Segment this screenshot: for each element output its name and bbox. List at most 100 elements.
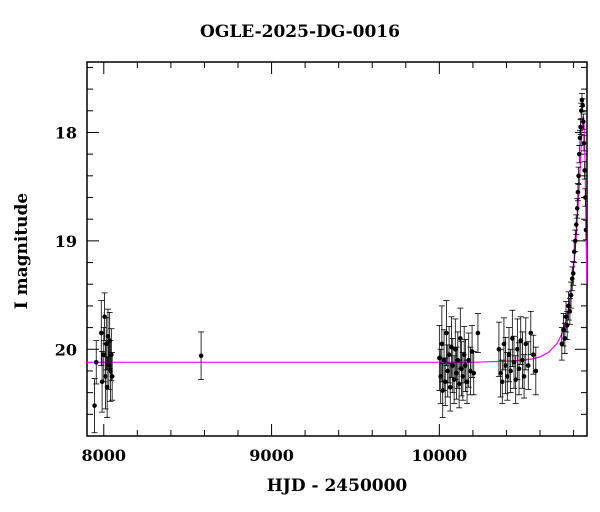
data-marker: [572, 238, 578, 244]
data-point: [519, 331, 526, 389]
data-point: [582, 188, 587, 207]
data-point: [581, 161, 587, 180]
data-marker: [581, 119, 586, 124]
data-marker: [562, 336, 568, 341]
data-point: [572, 229, 579, 253]
data-point: [579, 98, 586, 113]
data-point: [580, 113, 587, 130]
data-point: [525, 341, 532, 390]
data-point: [527, 310, 534, 356]
data-marker: [578, 124, 583, 130]
data-marker: [98, 330, 104, 336]
data-point: [505, 327, 512, 383]
data-marker: [574, 206, 580, 211]
chart-title: OGLE-2025-DG-0016: [200, 22, 400, 42]
data-point: [459, 352, 466, 401]
data-point: [509, 309, 516, 368]
data-marker: [515, 346, 520, 352]
data-marker: [518, 338, 524, 343]
data-marker: [93, 359, 99, 365]
data-marker: [463, 363, 468, 368]
data-marker: [576, 173, 581, 179]
data-point: [568, 281, 575, 309]
data-marker: [471, 370, 477, 376]
data-marker: [580, 103, 585, 108]
data-point: [474, 313, 481, 353]
data-marker: [573, 222, 579, 227]
data-marker: [520, 357, 525, 363]
data-marker: [458, 336, 463, 341]
data-point: [500, 317, 507, 371]
data-marker: [446, 352, 452, 357]
data-marker: [101, 352, 107, 357]
data-point: [566, 297, 573, 325]
data-point: [452, 318, 459, 381]
data-marker: [576, 151, 582, 157]
y-tick-label: 18: [55, 123, 77, 142]
data-marker: [439, 341, 445, 347]
data-point: [497, 348, 504, 398]
y-axis-label: I magnitude: [12, 192, 32, 310]
data-marker: [103, 341, 109, 347]
data-point: [577, 119, 584, 136]
data-point: [470, 351, 477, 396]
data-marker: [511, 359, 517, 365]
data-marker: [501, 341, 507, 347]
data-point: [575, 166, 582, 185]
data-point: [576, 129, 583, 146]
data-marker: [569, 276, 575, 282]
data-point: [507, 348, 514, 394]
data-point: [558, 327, 565, 361]
data-point: [103, 317, 110, 371]
data-marker: [444, 330, 449, 336]
data-point: [465, 332, 472, 388]
data-point: [502, 336, 509, 395]
data-marker: [570, 271, 576, 276]
data-point: [522, 317, 529, 371]
data-marker: [109, 352, 114, 357]
data-point: [91, 378, 98, 434]
data-point: [574, 198, 581, 219]
data-point: [107, 340, 114, 402]
data-point: [516, 342, 523, 396]
plot-frame: [86, 61, 588, 437]
data-marker: [198, 353, 204, 359]
data-point: [574, 183, 581, 202]
data-marker: [564, 323, 570, 328]
data-marker: [498, 370, 503, 376]
x-tick-label: 9000: [249, 446, 294, 465]
data-marker: [582, 168, 587, 173]
x-tick-label: 10000: [412, 446, 468, 465]
data-point: [442, 357, 449, 407]
data-marker: [575, 189, 581, 195]
data-point: [530, 334, 537, 375]
y-tick-label: 19: [55, 232, 77, 251]
data-point: [582, 219, 587, 241]
data-marker: [92, 403, 97, 408]
y-tick-label: 20: [55, 340, 77, 359]
data-marker: [577, 135, 583, 141]
data-point: [198, 331, 205, 381]
data-marker: [583, 195, 587, 200]
data-point: [105, 341, 112, 390]
data-marker: [442, 379, 448, 385]
data-marker: [506, 352, 512, 357]
data-point: [580, 135, 587, 152]
data-point: [517, 316, 524, 365]
data-marker: [568, 292, 574, 298]
data-point: [436, 325, 443, 391]
data-marker: [466, 357, 472, 363]
data-marker: [533, 368, 539, 374]
data-marker: [456, 381, 462, 387]
data-marker: [563, 314, 569, 320]
data-marker: [105, 333, 111, 339]
data-point: [467, 346, 474, 396]
data-marker: [475, 330, 481, 336]
data-marker: [528, 330, 534, 336]
data-marker: [503, 363, 508, 368]
data-marker: [510, 336, 515, 341]
data-marker: [559, 341, 565, 347]
data-marker: [508, 368, 513, 374]
